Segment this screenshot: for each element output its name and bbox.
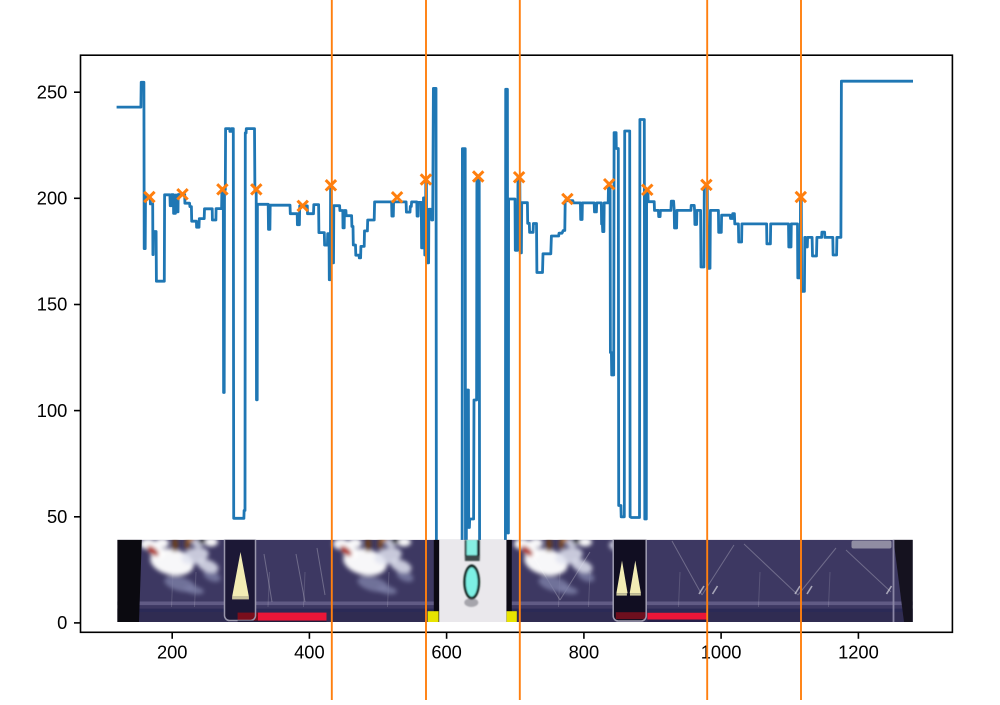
svg-text:1000: 1000 — [701, 642, 742, 663]
svg-text:200: 200 — [157, 642, 188, 663]
svg-text:400: 400 — [294, 642, 325, 663]
svg-text:1200: 1200 — [838, 642, 879, 663]
svg-text:50: 50 — [47, 506, 67, 527]
svg-text:150: 150 — [37, 294, 68, 315]
svg-text:0: 0 — [57, 612, 67, 633]
svg-text:800: 800 — [569, 642, 600, 663]
svg-text:200: 200 — [37, 188, 68, 209]
svg-text:250: 250 — [37, 81, 68, 102]
svg-text:600: 600 — [431, 642, 462, 663]
svg-text:100: 100 — [37, 400, 68, 421]
